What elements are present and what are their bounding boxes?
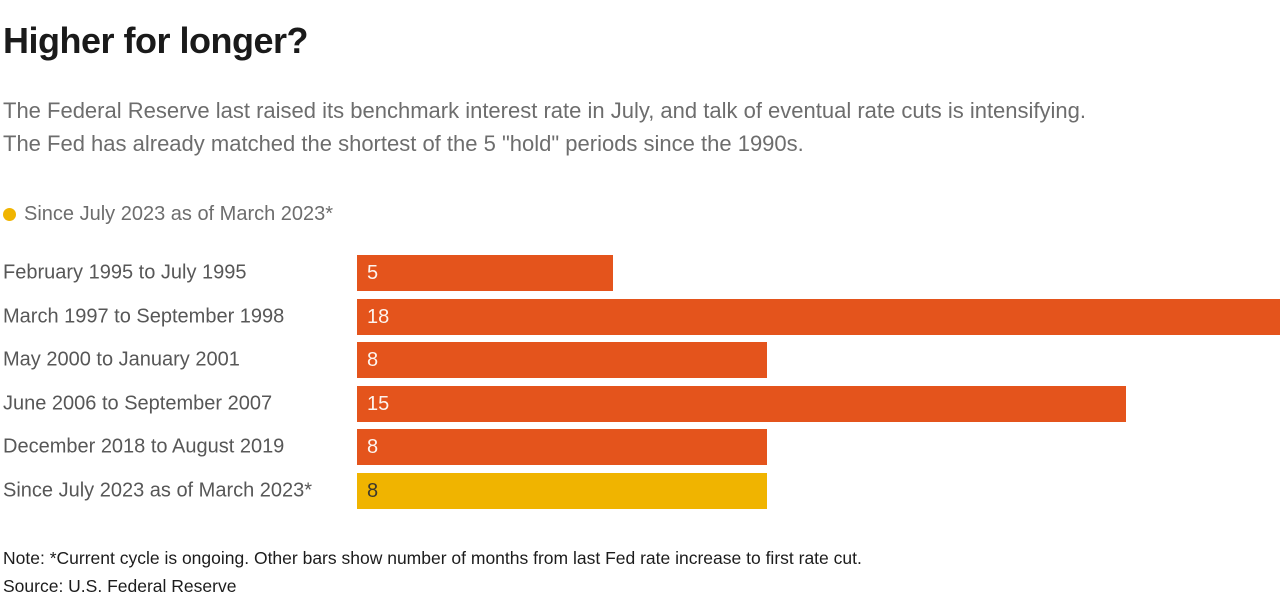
bar: 15 bbox=[357, 385, 1127, 422]
bar: 5 bbox=[357, 255, 614, 291]
chart-row: Since July 2023 as of March 2023* 8 bbox=[0, 472, 1280, 509]
bar-chart: February 1995 to July 1995 5 March 1997 … bbox=[0, 255, 1280, 509]
bar: 18 bbox=[357, 298, 1280, 335]
chart-subtitle: The Federal Reserve last raised its benc… bbox=[3, 94, 1273, 160]
bar-value-label: 8 bbox=[367, 349, 379, 371]
bar: 8 bbox=[357, 429, 768, 465]
legend-dot-icon bbox=[3, 208, 16, 221]
chart-row: May 2000 to January 2001 8 bbox=[0, 342, 1280, 378]
page-title: Higher for longer? bbox=[3, 20, 309, 61]
row-label: Since July 2023 as of March 2023* bbox=[3, 479, 313, 501]
legend: Since July 2023 as of March 2023* bbox=[3, 203, 333, 226]
bar: 8 bbox=[357, 472, 768, 509]
bar-value-label: 8 bbox=[367, 479, 379, 502]
chart-row: December 2018 to August 2019 8 bbox=[0, 429, 1280, 465]
chart-row: June 2006 to September 2007 15 bbox=[0, 385, 1280, 422]
row-label: March 1997 to September 1998 bbox=[3, 305, 285, 327]
chart-row: March 1997 to September 1998 18 bbox=[0, 298, 1280, 335]
chart-row: February 1995 to July 1995 5 bbox=[0, 255, 1280, 291]
row-label: December 2018 to August 2019 bbox=[3, 435, 285, 458]
bar-value-label: 18 bbox=[367, 305, 390, 328]
row-label: February 1995 to July 1995 bbox=[3, 261, 247, 284]
footnote: Note: *Current cycle is ongoing. Other b… bbox=[3, 548, 862, 568]
bar: 8 bbox=[357, 342, 768, 378]
subtitle-line-2: The Fed has already matched the shortest… bbox=[3, 131, 804, 156]
row-label: June 2006 to September 2007 bbox=[3, 392, 273, 414]
bar-value-label: 15 bbox=[367, 392, 390, 415]
bar-value-label: 5 bbox=[367, 262, 379, 284]
row-label: May 2000 to January 2001 bbox=[3, 348, 240, 371]
source-line: Source: U.S. Federal Reserve bbox=[3, 576, 237, 596]
subtitle-line-1: The Federal Reserve last raised its benc… bbox=[3, 98, 1086, 123]
legend-label: Since July 2023 as of March 2023* bbox=[24, 203, 334, 225]
bar-value-label: 8 bbox=[367, 436, 379, 458]
